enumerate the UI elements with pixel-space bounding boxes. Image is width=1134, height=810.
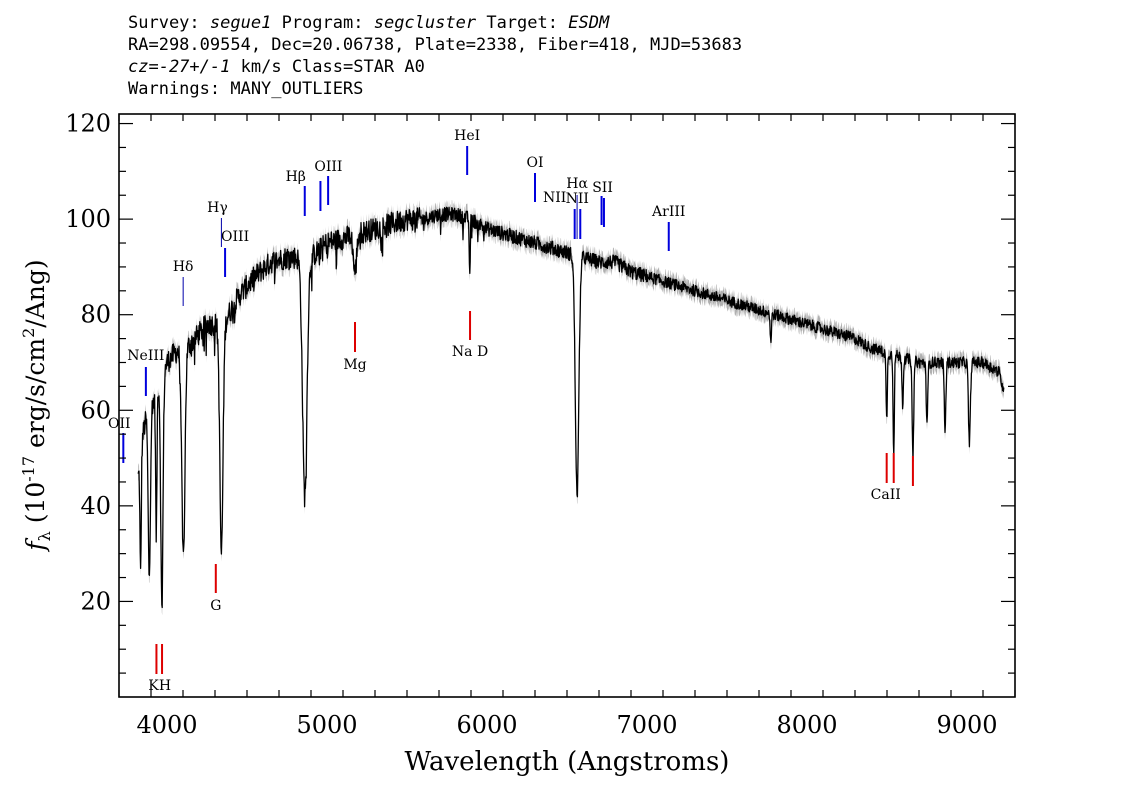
marker-label-mg: Mg: [343, 357, 366, 373]
spectrum-header: Survey: segue1 Program: segcluster Targe…: [128, 12, 742, 100]
marker-label-na-d: Na D: [452, 344, 488, 360]
marker-label-k: K: [148, 678, 159, 694]
header-line-survey: Survey: segue1 Program: segcluster Targe…: [128, 12, 742, 34]
marker-label-hβ: Hβ: [286, 169, 306, 185]
marker-label-caii: CaII: [871, 487, 901, 503]
marker-label-oi: OI: [526, 155, 543, 171]
survey-label: Survey:: [128, 13, 200, 33]
marker-label-h: H: [159, 678, 171, 694]
header-line-coordinates: RA=298.09554, Dec=20.06738, Plate=2338, …: [128, 35, 743, 55]
target-value: ESDM: [568, 13, 610, 33]
marker-label-g: G: [210, 598, 221, 614]
program-label: Program:: [281, 13, 364, 33]
y-tick-label: 80: [80, 301, 111, 329]
header-line-warnings: Warnings: MANY_OUTLIERS: [128, 79, 364, 99]
x-tick-label: 8000: [776, 711, 837, 739]
y-axis-label: fλ (10-17 erg/s/cm2/Ang): [19, 259, 54, 552]
x-tick-label: 6000: [456, 711, 517, 739]
x-tick-label: 4000: [136, 711, 197, 739]
class-text: Class=STAR A0: [291, 57, 425, 77]
marker-label-hδ: Hδ: [173, 259, 194, 275]
marker-label-hα: Hα: [566, 176, 588, 192]
marker-label-oiii: OIII: [221, 229, 249, 245]
cz-value: cz=-27+/-1: [128, 57, 231, 77]
marker-label-oiii: OIII: [314, 159, 342, 175]
target-label: Target:: [486, 13, 558, 33]
axis-ticks: 4000 5000 6000 7000 8000 9000 20 40 60 80 100 120: [65, 110, 1016, 739]
y-tick-label: 40: [80, 492, 111, 520]
y-tick-label: 100: [65, 205, 111, 233]
header-line-redshift: cz=-27+/-1 km/s Class=STAR A0: [128, 56, 742, 78]
marker-label-neiii: NeIII: [127, 348, 164, 364]
marker-label-hei: HeI: [454, 128, 480, 144]
marker-label-sii: SII: [592, 180, 613, 196]
x-tick-label: 7000: [616, 711, 677, 739]
spectrum-line: [137, 206, 1005, 609]
x-tick-label: 5000: [296, 711, 357, 739]
y-tick-label: 120: [65, 110, 111, 138]
spectrum-layer: [137, 206, 1005, 609]
marker-label-nii: NII: [543, 190, 566, 206]
program-value: segcluster: [373, 13, 477, 33]
cz-unit: km/s: [240, 57, 282, 77]
survey-value: segue1: [209, 13, 272, 33]
y-tick-label: 60: [80, 396, 111, 424]
x-axis-label: Wavelength (Angstroms): [405, 747, 730, 777]
line-marker-layer: OIINeIIIHδHγOIIIHβOIIIHeIOINIIHαNIISIIAr…: [108, 128, 914, 694]
marker-label-hγ: Hγ: [207, 200, 228, 216]
marker-label-ariii: ArIII: [651, 204, 685, 220]
marker-label-nii: NII: [566, 191, 589, 207]
y-tick-label: 20: [80, 587, 111, 615]
x-tick-label: 9000: [936, 711, 997, 739]
